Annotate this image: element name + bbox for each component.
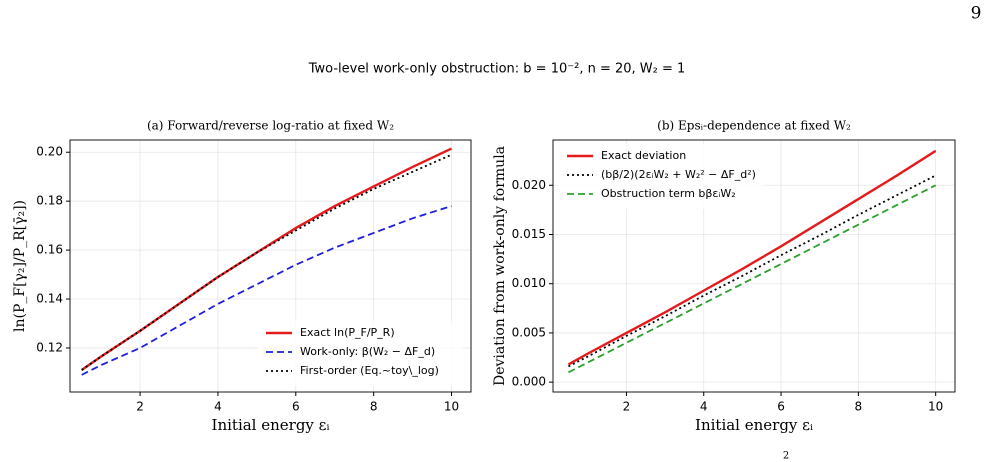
subplot-title: (a) Forward/reverse log-ratio at fixed W… (147, 119, 394, 133)
legend-label: (bβ/2)(2εᵢW₂ + W₂² − ΔF_d²) (601, 168, 756, 181)
x-tick-label: 2 (623, 400, 631, 414)
x-tick-label: 10 (444, 400, 459, 414)
x-tick-label: 6 (777, 400, 785, 414)
data-line (81, 153, 452, 371)
y-tick-label: 0.20 (36, 145, 63, 159)
legend-box (258, 321, 463, 386)
y-tick-label: 0.005 (512, 325, 546, 339)
x-tick-label: 4 (700, 400, 708, 414)
legend-label: Obstruction term bβεᵢW₂ (601, 187, 736, 200)
page-number: 9 (971, 4, 982, 24)
data-line (568, 184, 937, 374)
y-tick-label: 0.16 (36, 243, 63, 257)
y-axis-label: ln(P_F[γ₂]/P_R[γ̄₂]) (12, 200, 28, 332)
figure-title: Two-level work-only obstruction: b = 10⁻… (308, 62, 686, 77)
y-tick-label: 0.18 (36, 194, 63, 208)
legend-label: Work-only: β(W₂ − ΔF_d) (300, 345, 435, 358)
legend-box (559, 144, 764, 209)
y-tick-label: 0.020 (512, 178, 546, 192)
x-tick-label: 8 (855, 400, 863, 414)
data-line (568, 174, 937, 368)
data-line (81, 205, 452, 376)
x-tick-label: 10 (928, 400, 943, 414)
x-tick-label: 6 (292, 400, 300, 414)
x-tick-label: 4 (214, 400, 222, 414)
footer-fragment: 2 (783, 451, 789, 462)
y-tick-label: 0.010 (512, 276, 546, 290)
legend-label: Exact ln(P_F/P_R) (300, 326, 395, 339)
y-tick-label: 0.12 (36, 340, 63, 354)
y-tick-label: 0.14 (36, 292, 63, 306)
plot-frame (69, 139, 472, 393)
subplot-title: (b) Epsᵢ-dependence at fixed W₂ (657, 119, 851, 133)
x-axis-label: Initial energy εᵢ (695, 416, 813, 434)
y-axis-label: Deviation from work-only formula (492, 146, 508, 386)
plot-frame (552, 139, 956, 393)
x-tick-label: 8 (370, 400, 378, 414)
x-tick-label: 2 (136, 400, 144, 414)
data-line (567, 149, 937, 366)
y-tick-label: 0.000 (512, 375, 546, 389)
legend-label: First-order (Eq.~toy\_log) (300, 364, 439, 377)
legend-label: Exact deviation (601, 149, 686, 162)
x-axis-label: Initial energy εᵢ (212, 416, 330, 434)
y-tick-label: 0.015 (512, 227, 546, 241)
